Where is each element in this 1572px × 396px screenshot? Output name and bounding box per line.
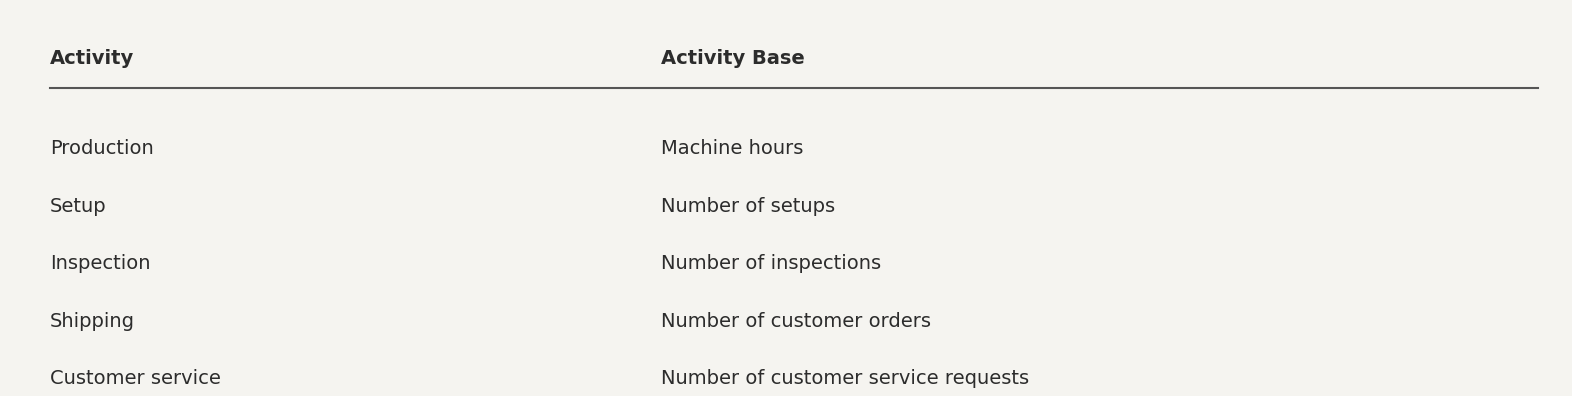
Text: Number of customer orders: Number of customer orders bbox=[660, 312, 931, 331]
Text: Activity: Activity bbox=[50, 50, 134, 69]
Text: Number of inspections: Number of inspections bbox=[660, 254, 880, 273]
Text: Machine hours: Machine hours bbox=[660, 139, 803, 158]
Text: Activity Base: Activity Base bbox=[660, 50, 805, 69]
Text: Production: Production bbox=[50, 139, 154, 158]
Text: Number of setups: Number of setups bbox=[660, 196, 835, 215]
Text: Customer service: Customer service bbox=[50, 369, 220, 388]
Text: Shipping: Shipping bbox=[50, 312, 135, 331]
Text: Setup: Setup bbox=[50, 196, 107, 215]
Text: Number of customer service requests: Number of customer service requests bbox=[660, 369, 1028, 388]
Text: Inspection: Inspection bbox=[50, 254, 151, 273]
